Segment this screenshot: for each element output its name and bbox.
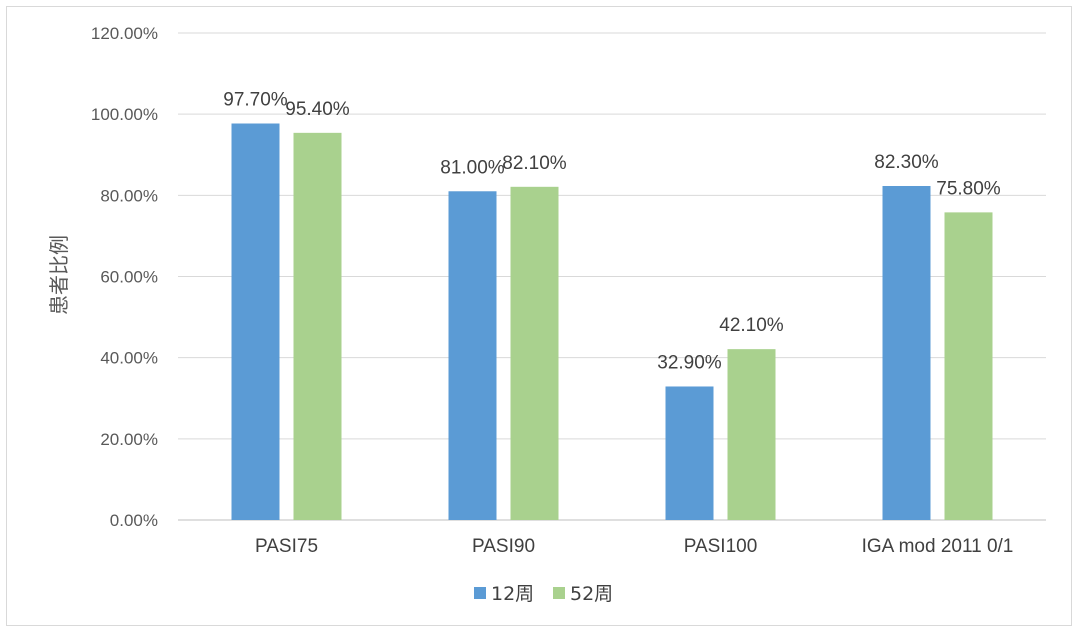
y-tick-label: 100.00% bbox=[91, 105, 158, 124]
x-category-label: PASI75 bbox=[255, 536, 318, 557]
bar-12w bbox=[883, 186, 931, 520]
data-label: 75.80% bbox=[936, 178, 1001, 199]
legend-label: 12周 bbox=[491, 583, 534, 605]
bar-52w bbox=[728, 349, 776, 520]
bar-12w bbox=[449, 191, 497, 520]
y-axis-ticks: 0.00% 20.00% 40.00% 60.00% 80.00% 100.00% 120.… bbox=[91, 24, 158, 530]
data-label: 82.30% bbox=[874, 152, 939, 173]
data-label: 97.70% bbox=[223, 90, 288, 111]
data-label: 95.40% bbox=[285, 99, 350, 120]
bar-12w bbox=[666, 386, 714, 520]
legend-swatch bbox=[474, 587, 486, 599]
data-label: 82.10% bbox=[502, 153, 567, 174]
bars bbox=[232, 124, 993, 520]
legend: 12周 52周 bbox=[474, 583, 613, 605]
x-category-label: IGA mod 2011 0/1 bbox=[862, 536, 1014, 557]
data-label: 32.90% bbox=[657, 352, 722, 373]
y-tick-label: 20.00% bbox=[100, 430, 158, 449]
data-label: 42.10% bbox=[719, 315, 784, 336]
bar-12w bbox=[232, 124, 280, 520]
x-category-label: PASI100 bbox=[684, 536, 758, 557]
bar-52w bbox=[294, 133, 342, 520]
y-tick-label: 0.00% bbox=[110, 511, 158, 530]
y-axis-title: 患者比例 bbox=[47, 235, 71, 315]
y-tick-label: 60.00% bbox=[100, 268, 158, 287]
y-tick-label: 80.00% bbox=[100, 186, 158, 205]
data-label: 81.00% bbox=[440, 157, 505, 178]
legend-label: 52周 bbox=[570, 583, 613, 605]
x-category-label: PASI90 bbox=[472, 536, 535, 557]
x-axis-categories: PASI75 PASI90 PASI100 IGA mod 2011 0/1 bbox=[255, 536, 1013, 557]
legend-swatch bbox=[553, 587, 565, 599]
y-tick-label: 40.00% bbox=[100, 349, 158, 368]
bar-52w bbox=[945, 212, 993, 520]
y-tick-label: 120.00% bbox=[91, 24, 158, 43]
bar-52w bbox=[511, 187, 559, 520]
